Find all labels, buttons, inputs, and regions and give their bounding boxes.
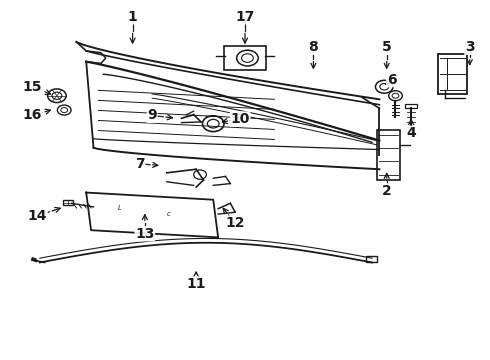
Bar [366, 256, 377, 262]
Text: 8: 8 [309, 40, 318, 54]
Text: 13: 13 [135, 227, 154, 241]
Text: 7: 7 [135, 157, 145, 171]
Text: 10: 10 [230, 112, 250, 126]
Bar [377, 130, 400, 180]
Text: 4: 4 [406, 126, 416, 140]
Text: 17: 17 [235, 10, 255, 24]
Text: 3: 3 [465, 40, 475, 54]
Text: 12: 12 [225, 216, 245, 230]
Bar [63, 200, 73, 205]
Text: 6: 6 [387, 73, 396, 87]
Text: 15: 15 [23, 80, 42, 94]
Text: L: L [118, 206, 122, 211]
Bar [405, 104, 417, 108]
Text: 2: 2 [382, 184, 392, 198]
Text: 14: 14 [27, 209, 47, 223]
Text: 9: 9 [147, 108, 157, 122]
Text: 11: 11 [186, 277, 206, 291]
Bar [438, 54, 467, 94]
Text: c: c [167, 211, 171, 217]
Text: 1: 1 [128, 10, 138, 24]
Text: 5: 5 [382, 40, 392, 54]
Text: 16: 16 [23, 108, 42, 122]
